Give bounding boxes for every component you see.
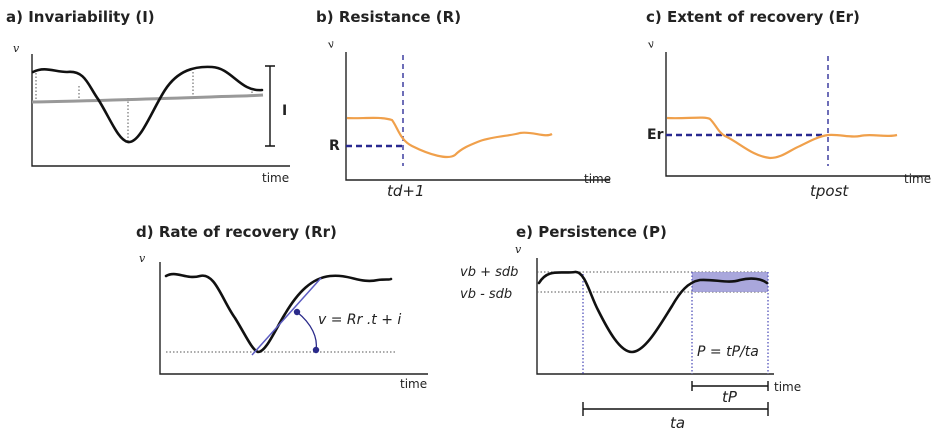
panel-c-xlabel: time [904,172,931,186]
panel-e-series [537,270,769,354]
panel-a-baseline [31,93,264,104]
panel-b-marker: R [329,138,340,154]
panel-e-lower-label: vb - sdb [460,287,512,302]
panel-a-xlabel: time [262,171,289,185]
panel-d-equation: v = Rr .t + i [318,312,401,328]
panel-d-ylabel: v [139,252,146,265]
panel-e-ta-label: ta [670,414,685,432]
panel-d: d) Rate of recovery (Rr) v time v = Rr .… [136,223,428,391]
panel-c: c) Extent of recovery (Er) v time Er tpo… [646,8,931,200]
panel-d-series [164,272,393,354]
panel-c-axes [665,52,930,177]
panel-c-tick: tpost [810,182,849,200]
panel-c-marker: Er [647,127,664,143]
panel-e-equation: P = tP/ta [697,344,759,360]
panel-c-title: c) Extent of recovery (Er) [646,8,860,26]
panel-d-tangent-line [251,277,322,356]
panel-b-title: b) Resistance (R) [316,8,461,26]
panel-a-axes [31,54,290,167]
panel-a-series [31,65,264,144]
panel-e-ylabel: v [515,243,522,256]
panel-e-title: e) Persistence (P) [516,223,667,241]
panel-a: a) Invariability (I) v time I [6,8,290,185]
panel-e-tp-label: tP [722,388,738,406]
panel-c-ylabel: v [646,37,656,51]
panel-a-marker: I [282,103,287,119]
panel-c-series [666,116,898,160]
panel-e: e) Persistence (P) v time vb + sdb vb - … [460,223,801,432]
panel-b-series [346,116,553,159]
panel-b-tick: td+1 [387,182,425,200]
panel-b: b) Resistance (R) v time R td+1 [316,8,611,200]
panel-d-point-lower [312,346,320,354]
panel-e-ta-bracket [582,402,769,416]
panel-b-xlabel: time [584,172,611,186]
panel-a-title: a) Invariability (I) [6,8,155,26]
panel-a-range-bracket [265,65,275,147]
panel-a-ylabel: v [13,42,20,55]
panel-e-axes [536,258,774,375]
panel-d-point-upper [293,308,301,316]
panel-e-upper-label: vb + sdb [460,265,518,280]
panel-d-slope-arc [296,311,318,351]
panel-d-title: d) Rate of recovery (Rr) [136,223,337,241]
panel-e-xlabel: time [774,380,801,394]
panel-d-axes [159,262,428,375]
panel-b-ylabel: v [326,37,336,51]
panel-b-axes [345,52,610,181]
panel-d-xlabel: time [400,377,427,391]
panel-e-tp-bracket [691,381,769,391]
